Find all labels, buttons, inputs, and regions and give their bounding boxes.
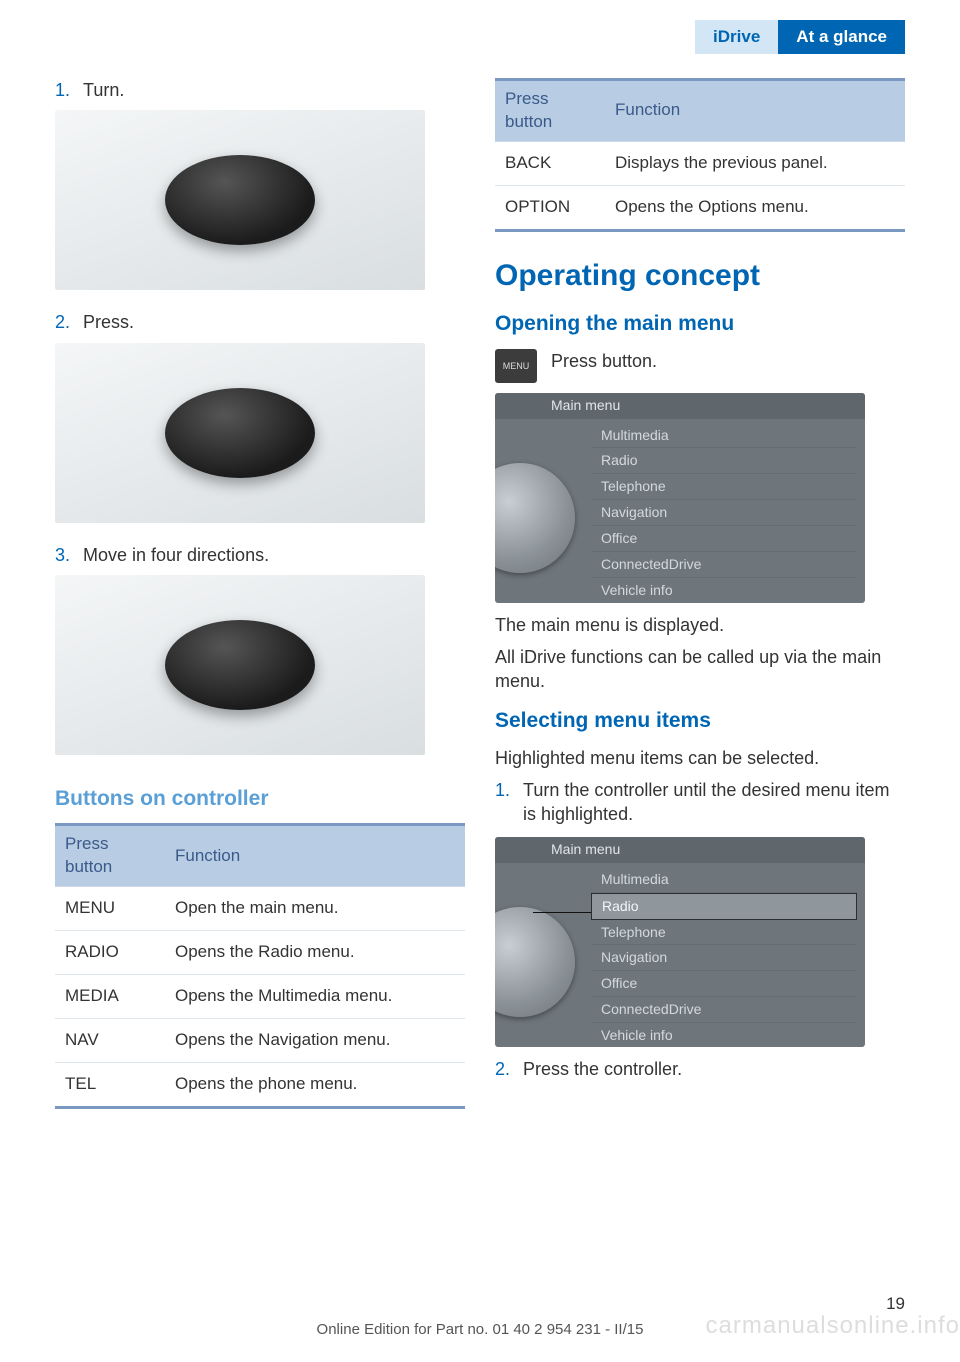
figure-move — [55, 575, 425, 755]
figure-turn — [55, 110, 425, 290]
figure-press — [55, 343, 425, 523]
step-text: Press the controller. — [523, 1057, 682, 1081]
screen-title: Main menu — [495, 393, 865, 419]
step-text: Turn the controller until the desired me… — [523, 778, 905, 827]
table-row: BACKDisplays the previous panel. — [495, 141, 905, 185]
press-button-row: MENU Press button. — [495, 349, 905, 383]
press-button-text: Press button. — [551, 349, 657, 373]
right-column: Press button Function BACKDisplays the p… — [495, 78, 905, 1109]
step-number: 2. — [55, 310, 83, 334]
step-2: 2. Press. — [55, 310, 465, 334]
step-text: Turn. — [83, 78, 124, 102]
menu-item: Navigation — [591, 945, 857, 971]
col-function: Function — [605, 80, 905, 142]
menu-item-highlighted: Radio — [591, 893, 857, 920]
menu-item: Office — [591, 526, 857, 552]
step-text: Press. — [83, 310, 134, 334]
body-text: The main menu is displayed. — [495, 613, 905, 637]
left-column: 1. Turn. 2. Press. 3. Move in four direc… — [55, 78, 465, 1109]
header-section: iDrive — [695, 20, 778, 54]
main-menu-screenshot-highlighted: Main menu Multimedia Radio Telephone Nav… — [495, 837, 865, 1047]
menu-button-icon: MENU — [495, 349, 537, 383]
menu-item: Multimedia — [591, 867, 857, 893]
body-text: All iDrive functions can be called up vi… — [495, 645, 905, 694]
idrive-dial-icon — [495, 907, 575, 1017]
col-press-button: Press button — [495, 80, 605, 142]
table-row: MEDIAOpens the Multimedia menu. — [55, 974, 465, 1018]
step-number: 2. — [495, 1057, 523, 1081]
step-3: 3. Move in four directions. — [55, 543, 465, 567]
selecting-menu-items-heading: Selecting menu items — [495, 707, 905, 735]
main-menu-screenshot: Main menu Multimedia Radio Telephone Nav… — [495, 393, 865, 603]
idrive-dial-icon — [495, 463, 575, 573]
table-row: RADIOOpens the Radio menu. — [55, 931, 465, 975]
table-row: MENUOpen the main menu. — [55, 887, 465, 931]
menu-item: Vehicle info — [591, 578, 857, 603]
select-step-1: 1. Turn the controller until the desired… — [495, 778, 905, 827]
buttons-table-left: Press button Function MENUOpen the main … — [55, 823, 465, 1109]
header-chapter: At a glance — [778, 20, 905, 54]
step-1: 1. Turn. — [55, 78, 465, 102]
menu-item: Vehicle info — [591, 1023, 857, 1047]
step-number: 3. — [55, 543, 83, 567]
table-row: TELOpens the phone menu. — [55, 1062, 465, 1107]
buttons-on-controller-heading: Buttons on controller — [55, 785, 465, 813]
buttons-table-right: Press button Function BACKDisplays the p… — [495, 78, 905, 232]
page-header: iDrive At a glance — [55, 20, 905, 54]
table-row: NAVOpens the Navigation menu. — [55, 1018, 465, 1062]
menu-item: Radio — [591, 448, 857, 474]
body-text: Highlighted menu items can be selected. — [495, 746, 905, 770]
col-press-button: Press button — [55, 825, 165, 887]
screen-title: Main menu — [495, 837, 865, 863]
step-number: 1. — [495, 778, 523, 827]
menu-item: Telephone — [591, 920, 857, 946]
col-function: Function — [165, 825, 465, 887]
opening-main-menu-heading: Opening the main menu — [495, 310, 905, 338]
callout-line — [533, 912, 593, 913]
operating-concept-heading: Operating concept — [495, 256, 905, 297]
step-number: 1. — [55, 78, 83, 102]
table-row: OPTIONOpens the Options menu. — [495, 185, 905, 230]
page-number: 19 — [886, 1293, 905, 1316]
menu-item: ConnectedDrive — [591, 552, 857, 578]
select-step-2: 2. Press the controller. — [495, 1057, 905, 1081]
menu-item: Office — [591, 971, 857, 997]
menu-item: Multimedia — [591, 423, 857, 449]
menu-item: ConnectedDrive — [591, 997, 857, 1023]
menu-item: Navigation — [591, 500, 857, 526]
step-text: Move in four directions. — [83, 543, 269, 567]
menu-item: Telephone — [591, 474, 857, 500]
footer-line: Online Edition for Part no. 01 40 2 954 … — [0, 1320, 960, 1340]
